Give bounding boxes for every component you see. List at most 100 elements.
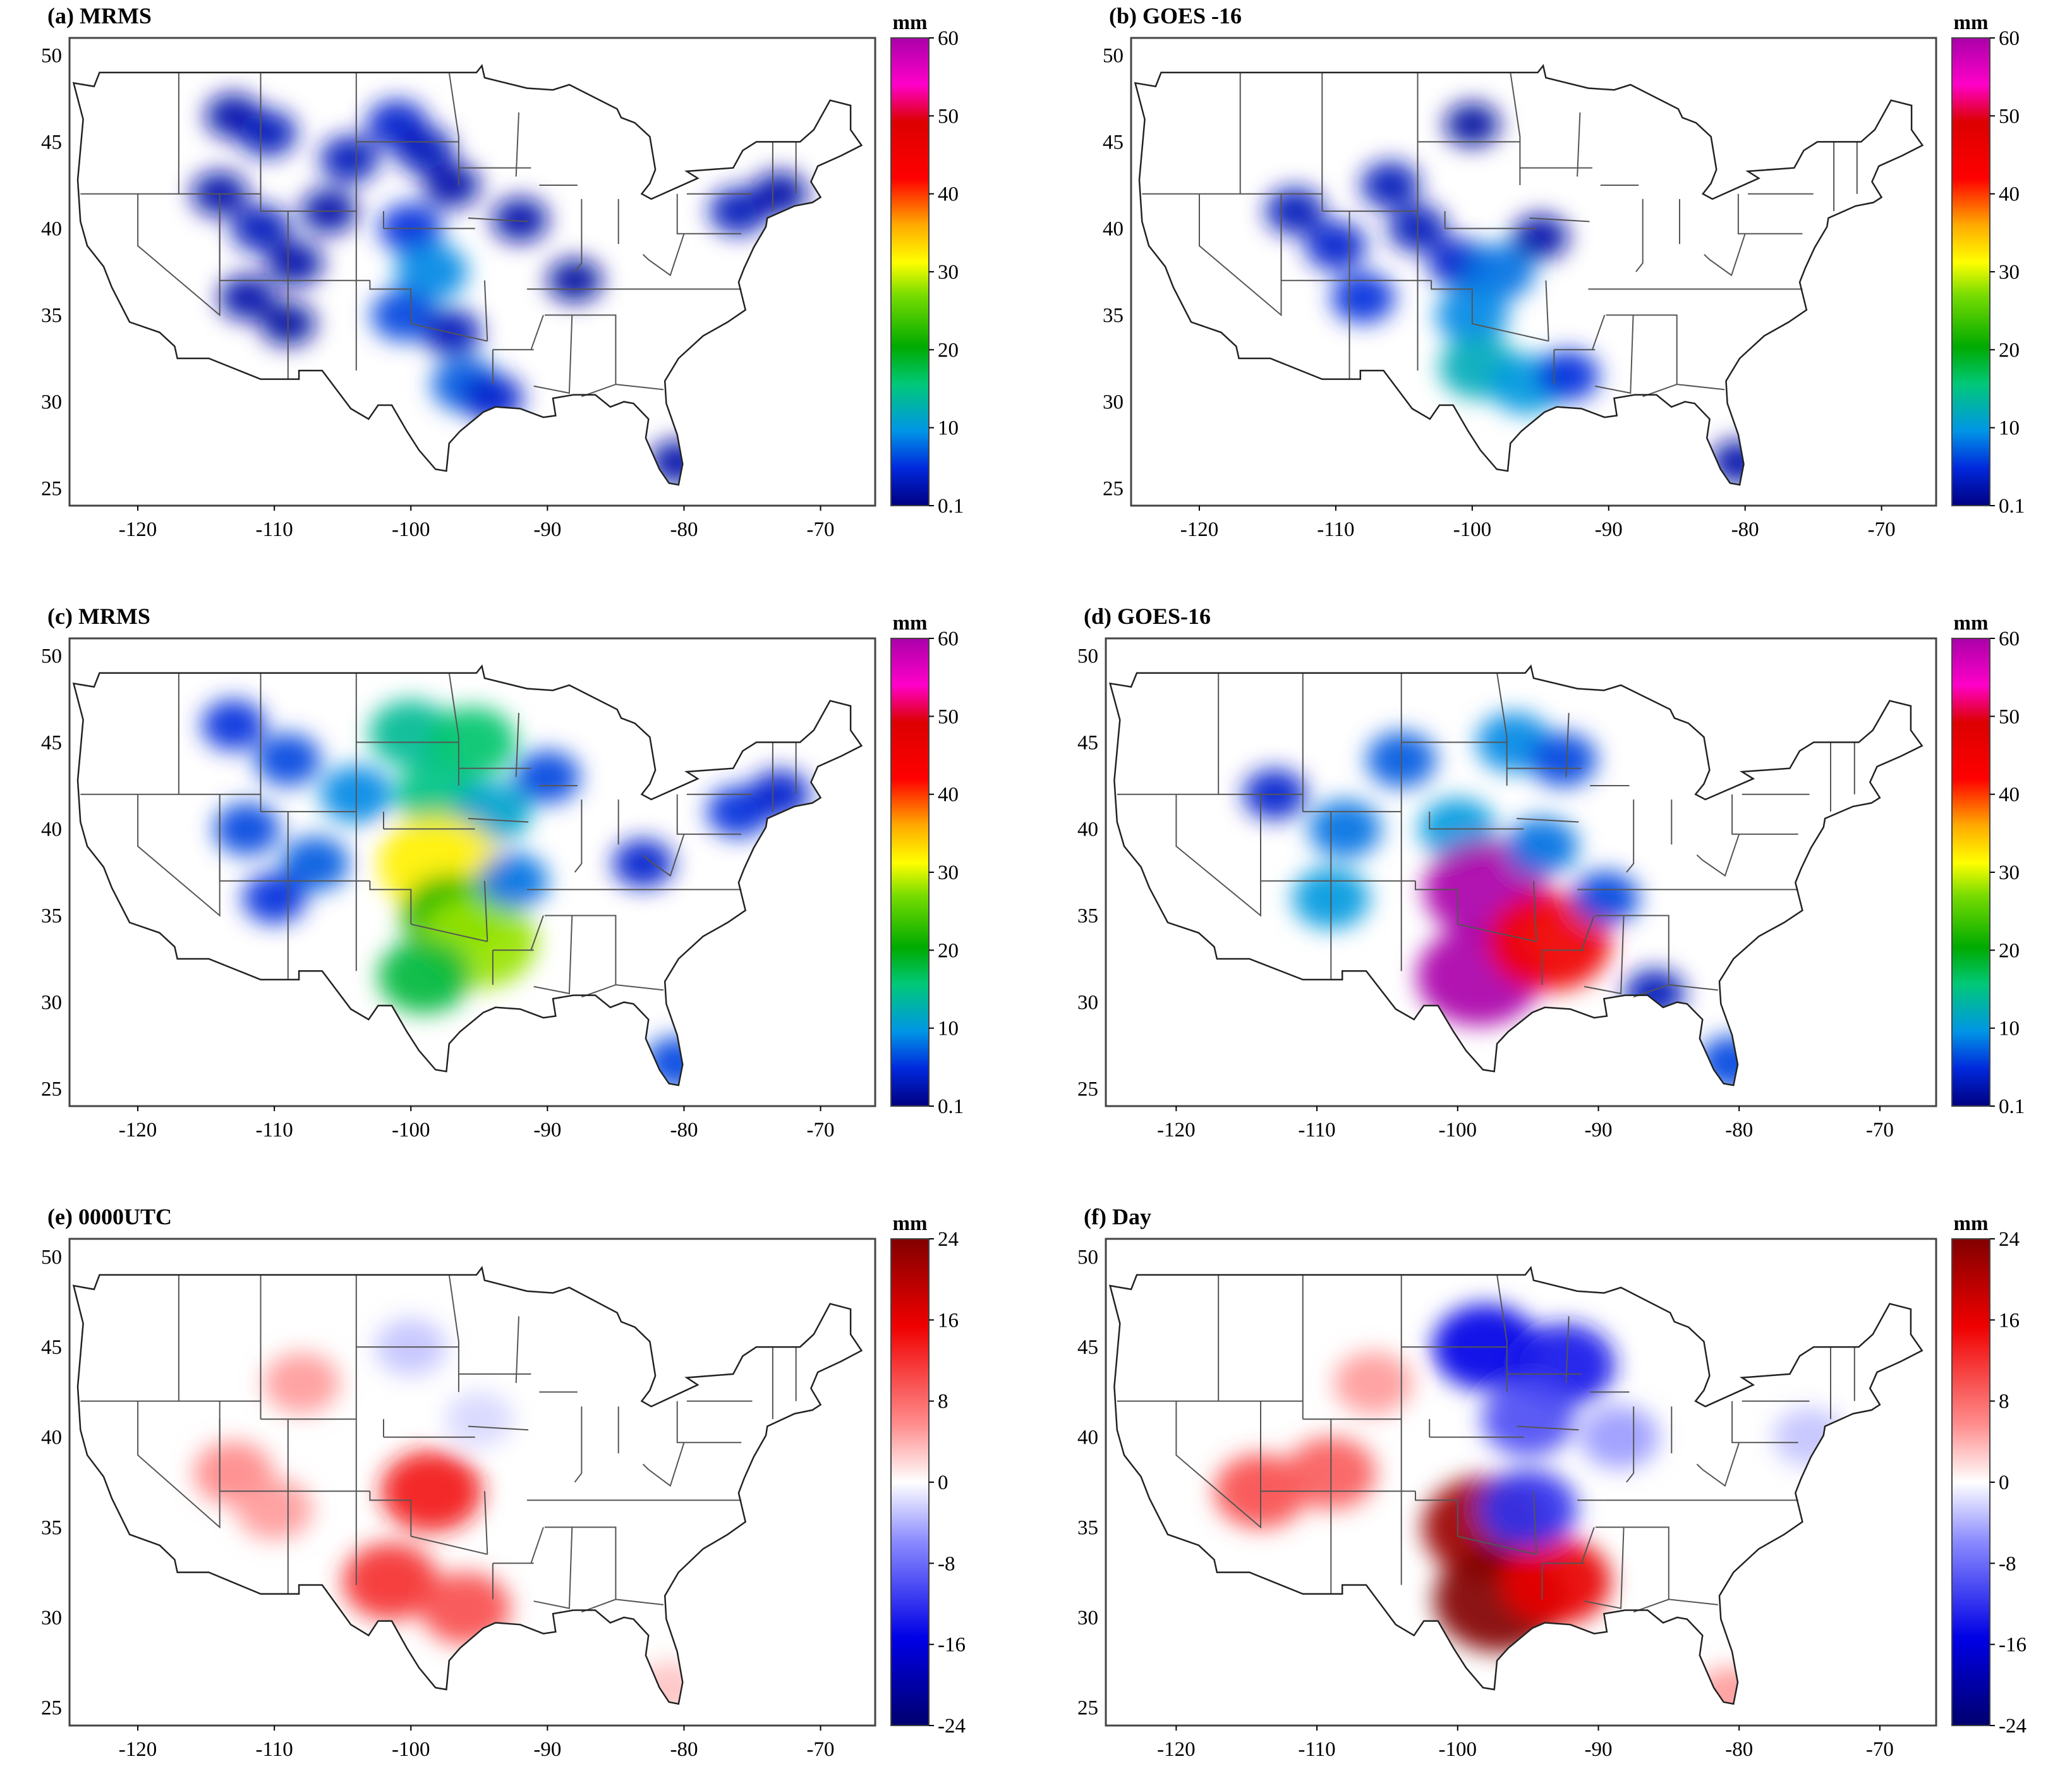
map-svg: -120 -110 -100 -90 -80 -70504540353025mm24168…: [1077, 1212, 2027, 1761]
lon-tick-label: -120: [119, 1738, 157, 1761]
lon-tick-label: -100: [392, 518, 430, 541]
country-outline: [72, 664, 863, 1087]
lon-tick-label: -70: [1866, 1119, 1894, 1142]
state-border: [468, 818, 529, 823]
panel-title: (a) MRMS: [47, 3, 152, 28]
lat-tick-label: 30: [1077, 1607, 1098, 1629]
data-cell: [1536, 350, 1600, 401]
data-cell: [255, 733, 321, 786]
state-border: [1496, 1274, 1508, 1392]
lat-tick-label: 25: [1103, 478, 1124, 501]
state-border: [468, 217, 529, 222]
colorbar-tick-label: 40: [938, 183, 959, 206]
colorbar-tick-label: 30: [938, 862, 959, 884]
country-outline: [72, 1265, 863, 1705]
colorbar-tick-label: 30: [938, 261, 959, 284]
colorbar-unit: mm: [893, 1212, 928, 1235]
state-border: [1737, 193, 1803, 234]
lat-tick-label: 50: [41, 1246, 62, 1269]
lon-tick-label: -80: [670, 1738, 698, 1761]
data-cell: [236, 1478, 313, 1540]
lat-tick-label: 25: [41, 478, 62, 501]
data-cell: [1331, 272, 1395, 324]
state-border: [1584, 915, 1669, 995]
data-cell: [1487, 892, 1611, 992]
lon-tick-label: -80: [1731, 518, 1759, 541]
data-cell: [219, 275, 276, 320]
data-cell: [492, 197, 548, 243]
state-border: [1595, 314, 1678, 394]
colorbar-tick-label: 8: [1999, 1391, 2009, 1413]
lon-tick-label: -110: [256, 1738, 293, 1761]
lon-tick-label: -100: [392, 1119, 430, 1142]
state-border: [219, 1419, 370, 1492]
panel-title: (b) GOES -16: [1109, 3, 1242, 28]
state-border: [411, 1535, 488, 1556]
colorbar-tick-label: 20: [1999, 339, 2020, 362]
lat-tick-label: 45: [1103, 131, 1124, 154]
colorbar-tick-label: 0: [1999, 1471, 2009, 1494]
lat-tick-label: 30: [1077, 992, 1098, 1014]
lat-tick-label: 40: [41, 217, 62, 240]
data-cell: [1580, 1405, 1659, 1469]
lat-tick-label: 30: [41, 1607, 62, 1629]
data-cell: [320, 135, 379, 183]
colorbar-tick-label: 60: [938, 628, 959, 650]
data-cell: [612, 839, 674, 888]
lat-tick-label: 45: [1077, 731, 1098, 754]
state-border: [448, 1274, 459, 1392]
data-cell: [214, 802, 280, 855]
panel-title: (d) GOES-16: [1084, 604, 1211, 629]
panel-d-goes16: (d) GOES-16 -120 -110 -100 -90 -80 -70 50 45 40 3…: [1049, 600, 2072, 1169]
state-border: [1633, 984, 1718, 998]
map-frame: [68, 37, 876, 507]
panel-c-mrms: (c) MRMS -120 -110 -100 -90 -80 -70 50 45 40 35 30…: [13, 600, 964, 1169]
colorbar-tick-label: 60: [1999, 27, 2020, 50]
lon-tick-label: -80: [670, 518, 698, 541]
data-cell: [1481, 1382, 1575, 1456]
colorbar-tick-label: 20: [938, 339, 959, 362]
colorbar: [890, 1238, 930, 1726]
data-cell: [1572, 871, 1640, 925]
colorbar-tick-label: 8: [938, 1391, 948, 1413]
lon-tick-label: -90: [1584, 1738, 1612, 1761]
lat-tick-label: 40: [1077, 1427, 1098, 1449]
colorbar-tick-label: 24: [938, 1228, 959, 1251]
colorbar-tick-label: 40: [938, 784, 959, 807]
state-border: [1580, 915, 1595, 951]
data-cell: [751, 171, 808, 217]
state-border: [530, 1526, 544, 1564]
state-border: [642, 1442, 685, 1487]
panel-a-mrms: (a) MRMS -120 -110 -100 -90 -80 -70 50 45 40 35 30…: [13, 0, 964, 569]
state-border: [369, 1491, 412, 1537]
colorbar-tick-label: 20: [938, 939, 959, 962]
lat-tick-label: 50: [1077, 645, 1098, 667]
colorbar: [1951, 638, 1990, 1107]
colorbar-unit: mm: [893, 612, 928, 635]
data-cell: [395, 243, 468, 301]
colorbar: [890, 37, 930, 506]
data-cell: [1265, 187, 1324, 235]
data-cell: [1506, 817, 1578, 875]
lat-tick-label: 40: [41, 1427, 62, 1449]
lon-tick-label: -70: [807, 1738, 835, 1761]
lon-tick-label: -110: [256, 518, 293, 541]
state-border: [1260, 812, 1415, 882]
data-cell: [1360, 161, 1420, 209]
lat-tick-label: 35: [41, 305, 62, 327]
lon-tick-label: -80: [670, 1119, 698, 1142]
lat-tick-label: 25: [41, 1078, 62, 1101]
state-border: [1415, 1491, 1458, 1537]
data-cell: [1333, 1351, 1413, 1415]
state-border: [448, 72, 459, 185]
lon-tick-label: -70: [807, 1119, 835, 1142]
data-cell: [1479, 1470, 1578, 1549]
state-border: [574, 198, 583, 272]
colorbar-tick-label: -24: [938, 1715, 966, 1738]
lat-tick-label: 45: [1077, 1336, 1098, 1359]
lat-tick-label: 25: [41, 1696, 62, 1719]
data-cell: [1529, 733, 1597, 787]
lat-tick-label: 30: [41, 992, 62, 1014]
country-outline: [1108, 664, 1924, 1087]
country-outline: [72, 64, 863, 486]
